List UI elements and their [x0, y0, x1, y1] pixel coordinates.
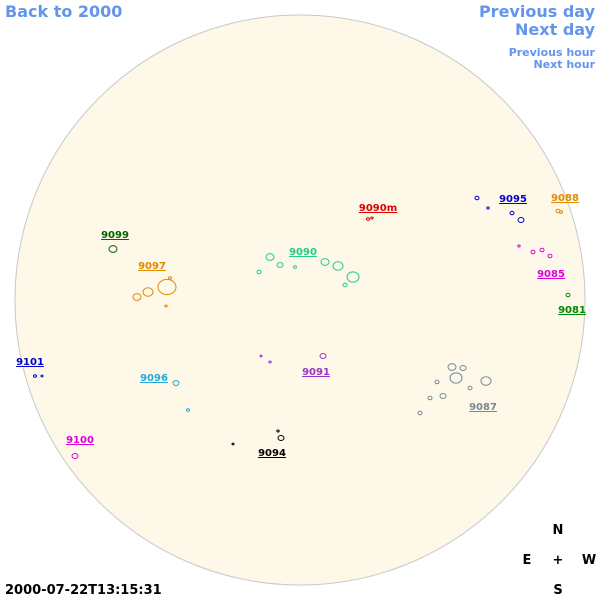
sunspot [71, 452, 79, 460]
sunspot [547, 253, 553, 259]
sunspot [480, 376, 492, 386]
sunspot [486, 206, 490, 210]
sunspot [474, 195, 480, 201]
sunspot [539, 247, 545, 253]
sunspot [517, 216, 525, 224]
sunspot [157, 278, 177, 296]
sunspot [530, 249, 536, 255]
compass-south: S [553, 583, 562, 598]
sunspot [439, 392, 447, 400]
compass-center: + [553, 553, 564, 568]
region-label: 9097 [138, 261, 166, 272]
region-label: 9087 [469, 402, 497, 413]
next-hour-link[interactable]: Next hour [534, 58, 596, 71]
sunspot [434, 379, 440, 385]
sunspot [559, 210, 563, 214]
compass-west: W [582, 553, 596, 568]
sunspot [342, 282, 348, 288]
sunspot [277, 434, 285, 442]
sunspot [346, 271, 360, 283]
sunspot [259, 354, 263, 358]
sunspot [467, 385, 473, 391]
region-label: 9095 [499, 194, 527, 205]
sunspot [447, 363, 457, 371]
region-label: 9101 [16, 357, 44, 368]
region-label: 9090 [289, 247, 317, 258]
sunspot [370, 216, 374, 220]
compass-north: N [553, 523, 564, 538]
sunspot [366, 217, 370, 221]
sunspot [268, 360, 272, 364]
sunspot [276, 429, 280, 433]
sunspot [319, 352, 327, 360]
region-label: 9081 [558, 305, 586, 316]
sunspot [33, 374, 37, 378]
sunspot [164, 304, 168, 308]
sunspot [517, 244, 521, 248]
sunspot [320, 258, 330, 266]
sunspot [417, 410, 423, 416]
sunspot [449, 372, 463, 384]
sunspot [427, 395, 433, 401]
sunspot [509, 210, 515, 216]
previous-hour-link[interactable]: Previous hour [509, 46, 596, 59]
next-day-link[interactable]: Next day [515, 20, 596, 39]
sunspot [142, 287, 154, 297]
sunspot [172, 379, 180, 387]
previous-day-link[interactable]: Previous day [479, 2, 596, 21]
sunspot [40, 374, 44, 378]
sunspot [459, 364, 467, 372]
sunspot [186, 408, 190, 412]
sunspot [168, 276, 172, 280]
region-label: 9088 [551, 193, 579, 204]
region-label: 9085 [537, 269, 565, 280]
sunspot [256, 269, 262, 275]
sunspot [276, 261, 284, 269]
sunspot [332, 261, 344, 271]
sunspot [108, 245, 118, 253]
region-label: 9091 [302, 367, 330, 378]
sunspot [293, 265, 297, 269]
solar-disk [14, 14, 586, 586]
back-link[interactable]: Back to 2000 [5, 2, 122, 21]
region-label: 9096 [140, 373, 168, 384]
sunspot [265, 253, 275, 261]
region-label: 9094 [258, 448, 286, 459]
sunspot [231, 442, 235, 446]
sunspot [565, 292, 571, 298]
region-label: 9099 [101, 230, 129, 241]
compass-east: E [523, 553, 532, 568]
sunspot [132, 293, 142, 301]
region-label: 9090m [359, 203, 397, 214]
region-label: 9100 [66, 435, 94, 446]
timestamp: 2000-07-22T13:15:31 [5, 583, 162, 598]
